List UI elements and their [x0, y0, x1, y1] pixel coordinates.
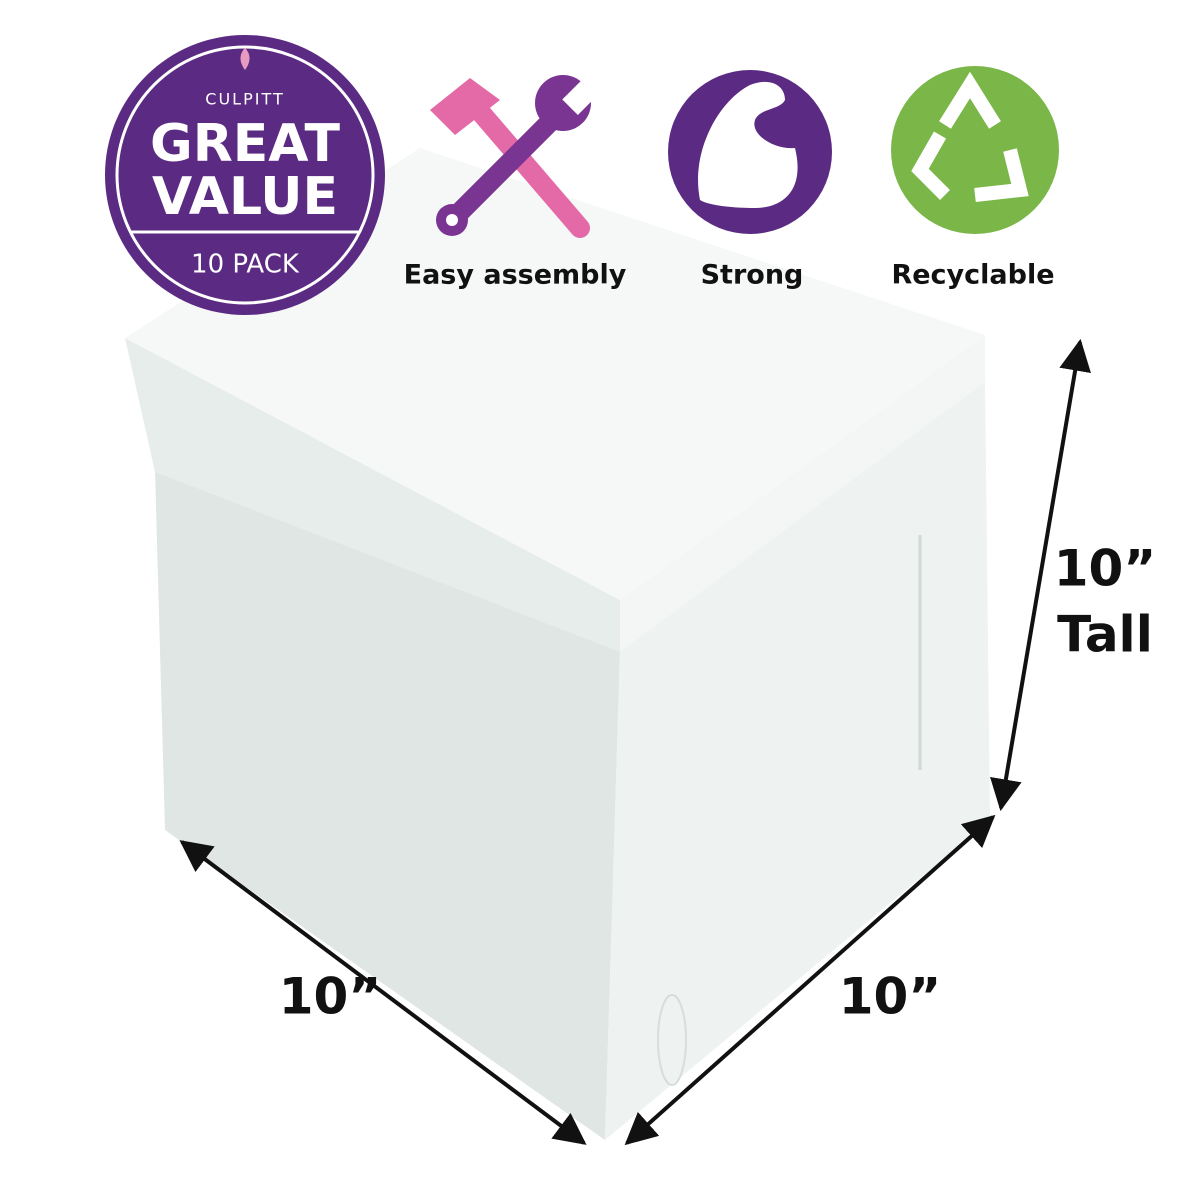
- badge-line2: VALUE: [152, 167, 338, 227]
- feature-label: Recyclable: [891, 260, 1054, 291]
- value-badge: CULPITT GREAT VALUE 10 PACK: [105, 35, 385, 315]
- depth-label: 10”: [279, 968, 381, 1026]
- height-label: Tall: [1057, 606, 1153, 664]
- feature-label: Strong: [701, 260, 804, 291]
- feature-label: Easy assembly: [404, 260, 627, 291]
- width-label: 10”: [839, 968, 941, 1026]
- recycle-icon: [891, 66, 1059, 234]
- dimension-arrows: [179, 338, 1091, 1146]
- tools-icon: [430, 75, 597, 238]
- badge-brand: CULPITT: [205, 90, 284, 109]
- badge-line1: GREAT: [150, 114, 340, 174]
- height-value: 10”: [1054, 540, 1156, 598]
- strong-icon: [668, 70, 832, 234]
- badge-pack: 10 PACK: [191, 250, 300, 280]
